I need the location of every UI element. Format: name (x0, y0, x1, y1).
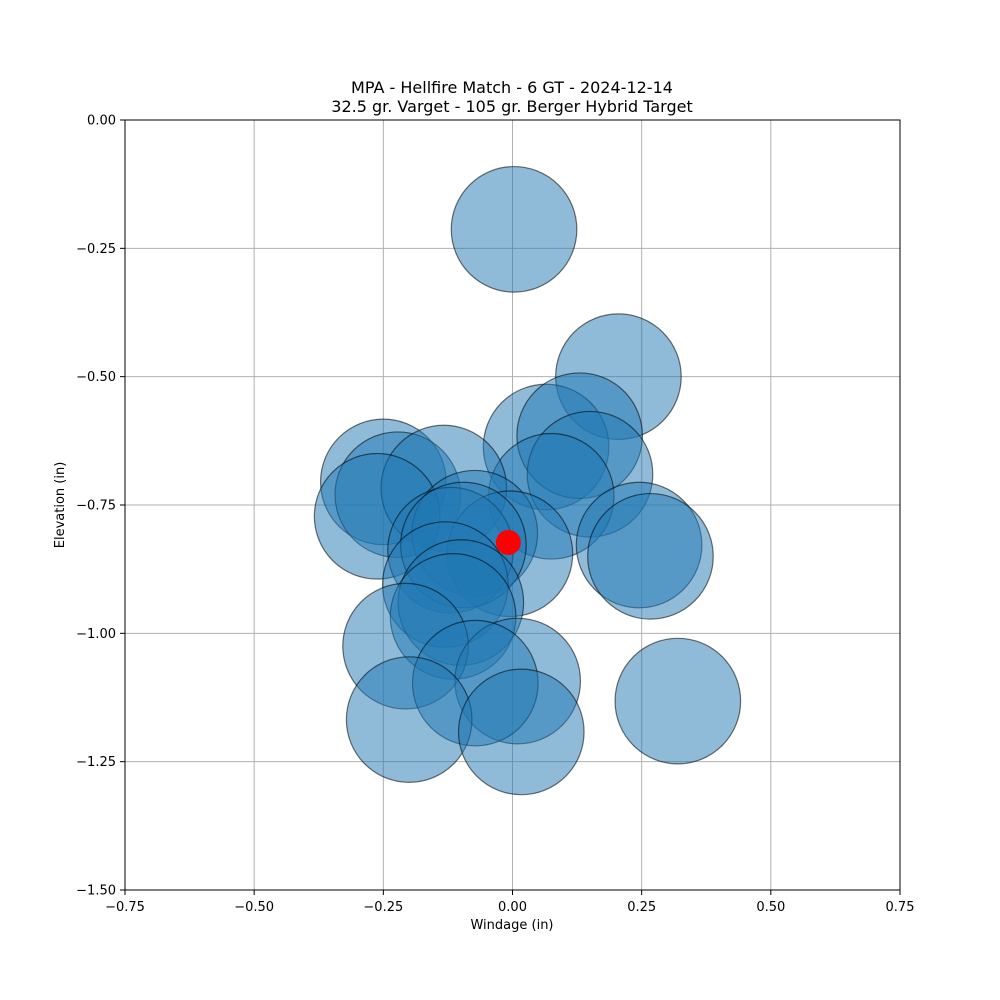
x-tick-label: 0.50 (756, 900, 785, 915)
shot-circle (450, 165, 578, 293)
shot-circle (457, 668, 585, 796)
x-axis-ticks: −0.75 −0.50 −0.25 0.00 0.25 0.50 0.75 (105, 890, 914, 915)
x-tick-label: 0.00 (498, 900, 527, 915)
chart-title: MPA - Hellfire Match - 6 GT - 2024-12-14 (351, 78, 673, 97)
x-tick-label: −0.50 (234, 900, 274, 915)
x-tick-label: −0.75 (105, 900, 145, 915)
y-tick-label: −1.50 (76, 884, 116, 899)
x-tick-label: 0.25 (627, 900, 656, 915)
chart-subtitle: 32.5 gr. Varget - 105 gr. Berger Hybrid … (331, 97, 692, 116)
x-tick-label: 0.75 (886, 900, 915, 915)
y-tick-label: −0.50 (76, 370, 116, 385)
shot-circle (587, 492, 714, 620)
y-tick-label: −1.25 (76, 755, 116, 770)
y-axis-ticks: 0.00 −0.25 −0.50 −0.75 −1.00 −1.25 −1.50 (76, 114, 125, 899)
y-tick-label: −0.75 (76, 499, 116, 514)
y-axis-label: Elevation (in) (53, 462, 68, 549)
shot-circle (614, 637, 742, 765)
y-tick-label: −1.00 (76, 627, 116, 642)
x-axis-label: Windage (in) (470, 918, 553, 933)
x-tick-label: −0.25 (363, 900, 403, 915)
y-tick-label: 0.00 (87, 114, 116, 129)
y-tick-label: −0.25 (76, 242, 116, 257)
group-center-marker (495, 529, 521, 555)
center-layer (495, 529, 521, 555)
shots-layer (313, 165, 742, 796)
shot-circle (345, 656, 473, 783)
